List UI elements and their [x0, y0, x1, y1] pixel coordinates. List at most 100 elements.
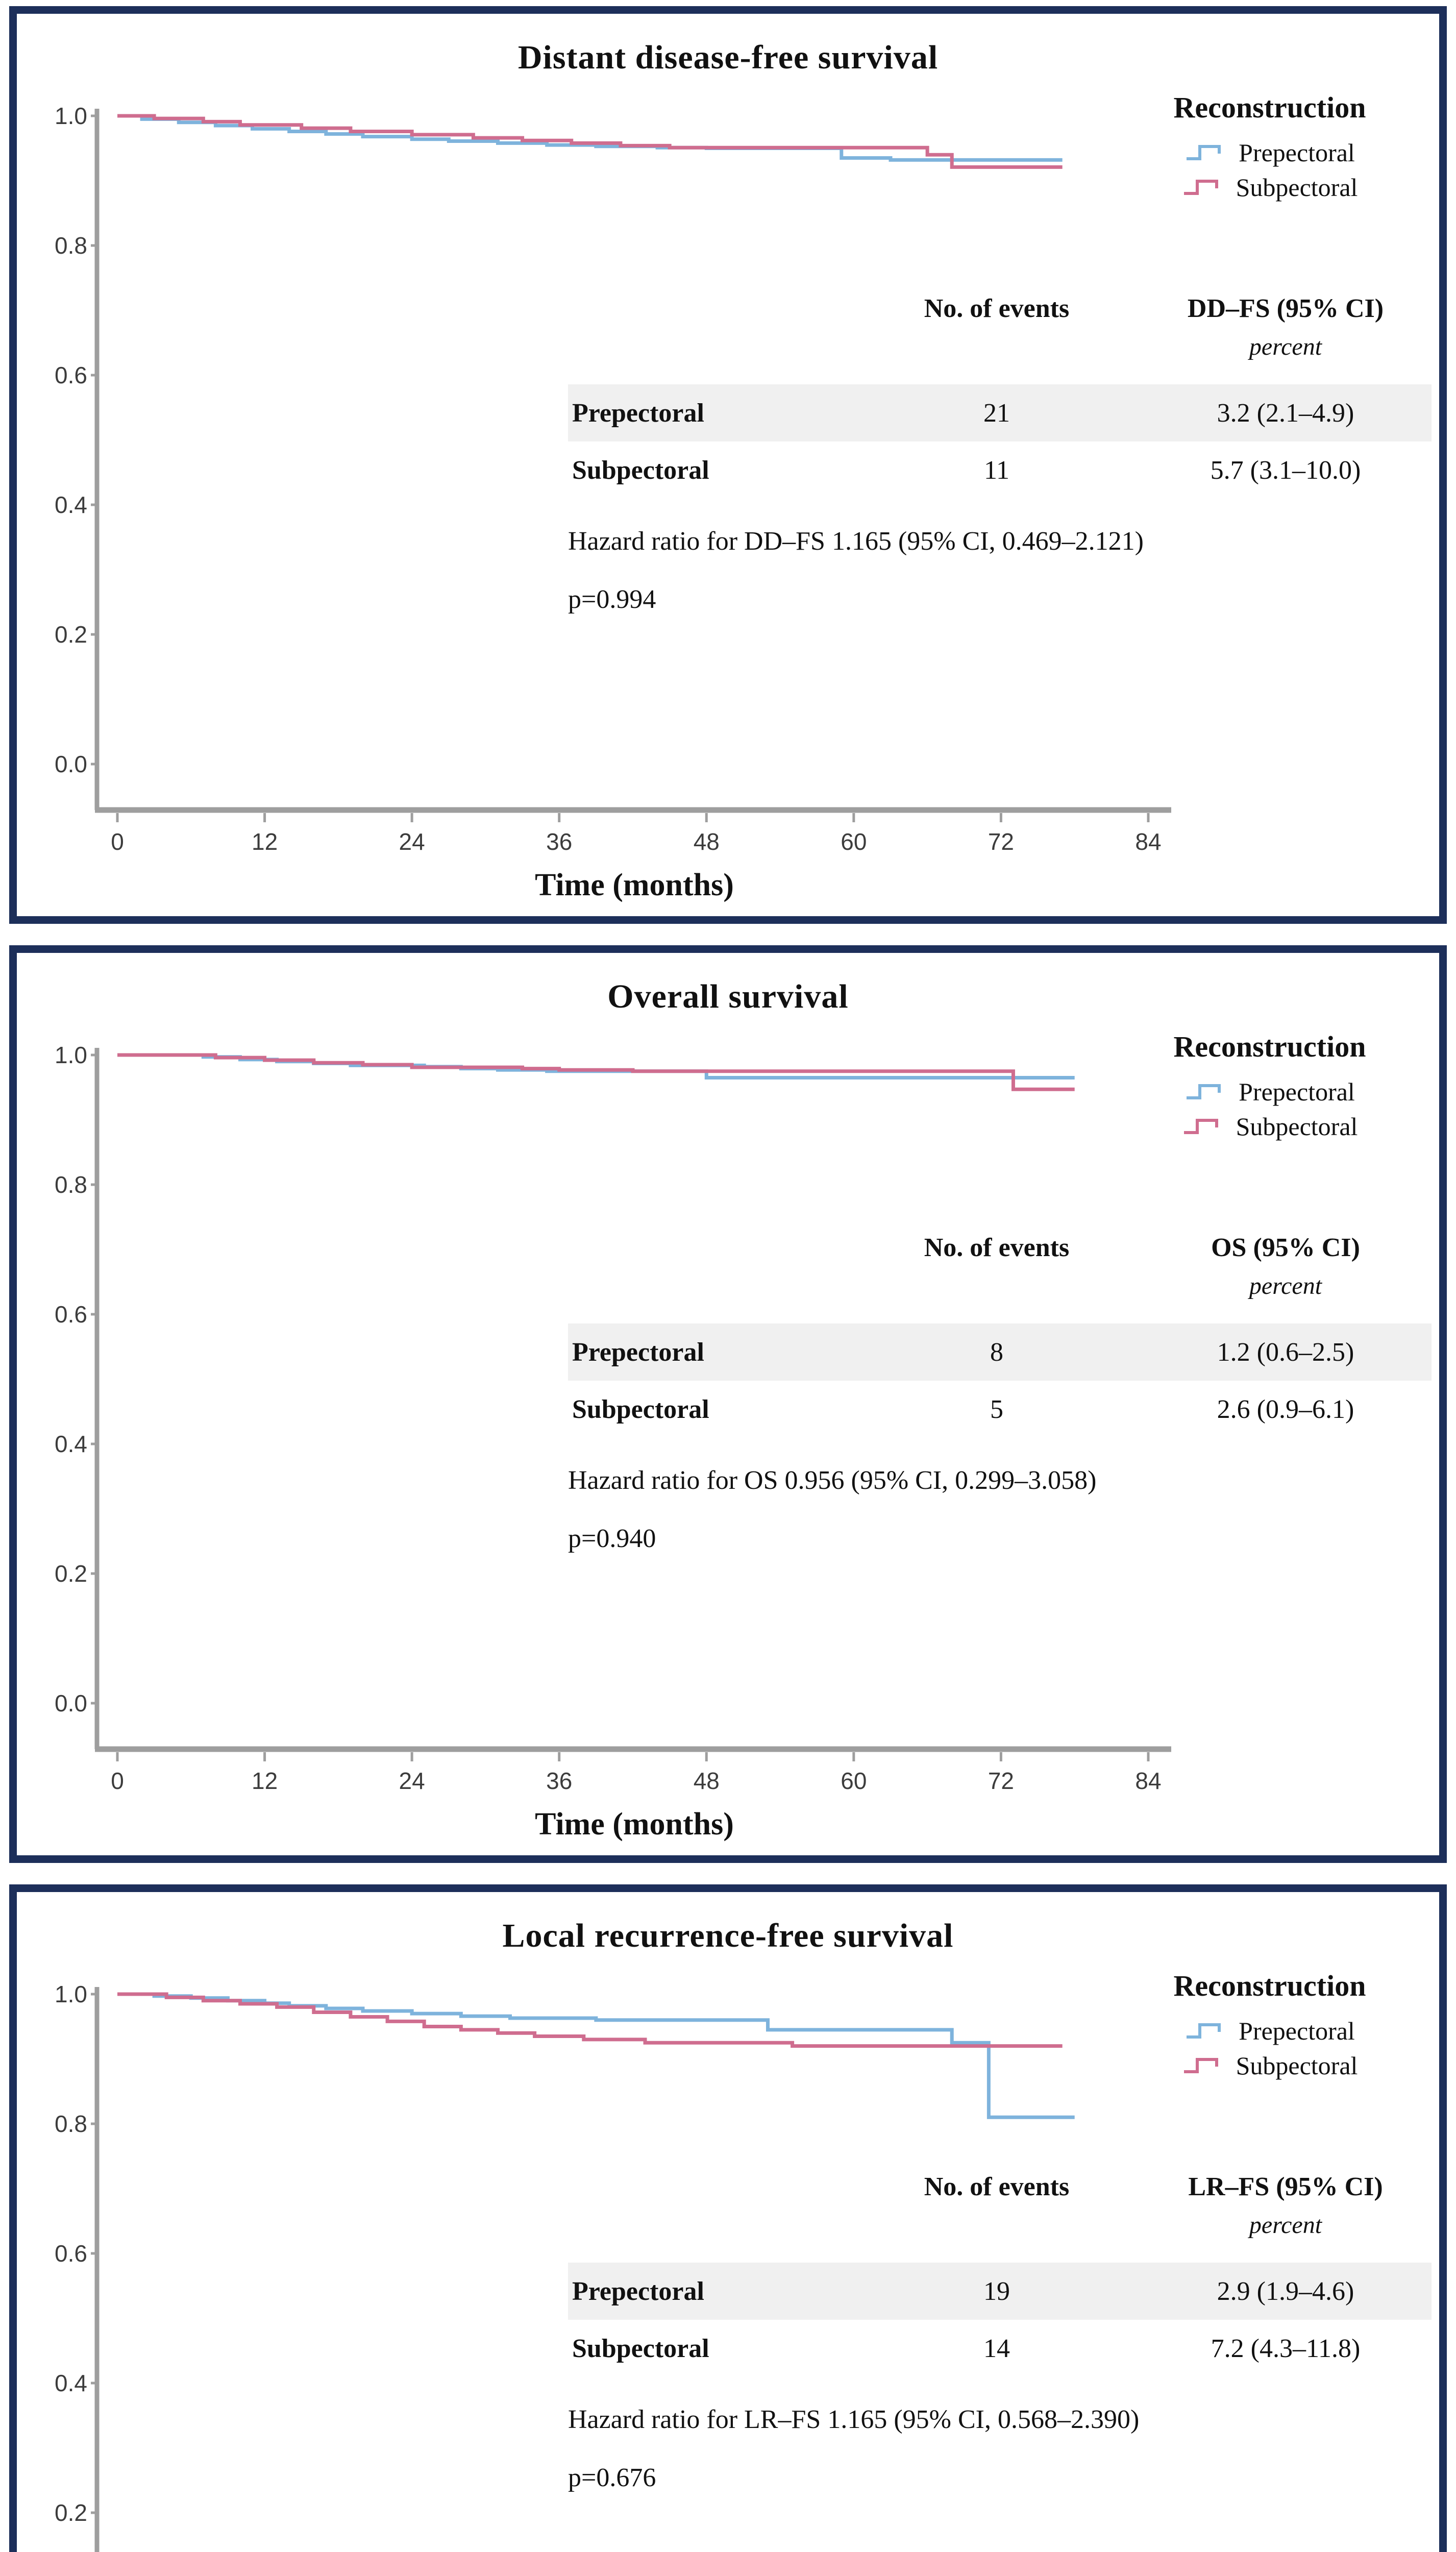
page-title: Local recurrence-free survival [502, 1917, 954, 1954]
col-header-events: No. of events [924, 294, 1070, 323]
legend: Reconstruction Prepectoral Subpectoral [1109, 1969, 1430, 2080]
step-line-icon [1187, 145, 1221, 160]
row-events: 21 [983, 398, 1010, 428]
row-label: Prepectoral [572, 398, 704, 428]
col-header-ci: LR–FS (95% CI) [1188, 2172, 1383, 2201]
legend-label: Subpectoral [1236, 2051, 1358, 2080]
row-label: Subpectoral [572, 2334, 709, 2363]
events-table: No. of events OS (95% CI) percent Prepec… [568, 1233, 1432, 1438]
svg-text:60: 60 [841, 828, 867, 855]
svg-text:24: 24 [399, 828, 425, 855]
svg-text:0.6: 0.6 [55, 2240, 87, 2267]
svg-text:0.4: 0.4 [55, 1431, 87, 1457]
step-line-icon [1183, 180, 1218, 195]
km-curve-subpectoral [117, 114, 1063, 169]
row-ci: 1.2 (0.6–2.5) [1217, 1337, 1354, 1367]
p-value-text: p=0.940 [568, 1524, 656, 1553]
table-subheader: percent [568, 1272, 1432, 1300]
km-curve-prepectoral [117, 114, 1063, 162]
table-row: Subpectoral 5 2.6 (0.9–6.1) [568, 1381, 1432, 1438]
legend-item-subpectoral: Subpectoral [1109, 1112, 1430, 1141]
row-ci: 2.9 (1.9–4.6) [1217, 2276, 1354, 2306]
svg-text:0.8: 0.8 [55, 232, 87, 259]
legend-title: Reconstruction [1173, 91, 1366, 124]
row-label: Prepectoral [572, 2276, 704, 2306]
p-value-text: p=0.676 [568, 2463, 656, 2492]
table-row: Subpectoral 11 5.7 (3.1–10.0) [568, 441, 1432, 499]
svg-text:0.8: 0.8 [55, 1171, 87, 1198]
step-line-icon [1187, 2023, 1221, 2039]
x-axis-label: Time (months) [535, 868, 734, 902]
col-subheader-percent: percent [1249, 333, 1322, 360]
svg-text:0.2: 0.2 [55, 621, 87, 648]
svg-text:1.0: 1.0 [55, 1042, 87, 1068]
page-title: Distant disease-free survival [517, 39, 939, 76]
svg-text:0.6: 0.6 [55, 1301, 87, 1328]
col-header-ci: DD–FS (95% CI) [1187, 294, 1384, 323]
legend-label: Prepectoral [1239, 2017, 1355, 2045]
step-line-icon [1183, 2058, 1218, 2073]
col-subheader-percent: percent [1249, 2212, 1322, 2239]
hazard-ratio-text: Hazard ratio for OS 0.956 (95% CI, 0.299… [568, 1466, 1097, 1495]
row-events: 5 [990, 1394, 1003, 1424]
col-header-events: No. of events [924, 1233, 1070, 1262]
svg-text:0: 0 [111, 828, 124, 855]
svg-text:0.0: 0.0 [55, 1690, 87, 1716]
row-events: 19 [983, 2276, 1010, 2306]
svg-text:12: 12 [252, 828, 278, 855]
svg-text:1.0: 1.0 [55, 1981, 87, 2007]
legend-label: Subpectoral [1236, 1112, 1358, 1141]
panel-distant-disease-free-survival: 1.0 0.8 0.6 0.4 0.2 0.0 0 12 24 36 48 60 72 84 Distan… [9, 6, 1447, 924]
legend: Reconstruction Prepectoral Subpectoral [1109, 90, 1430, 202]
table-header: No. of events LR–FS (95% CI) [568, 2172, 1432, 2202]
col-header-events: No. of events [924, 2172, 1070, 2201]
table-row: Prepectoral 8 1.2 (0.6–2.5) [568, 1323, 1432, 1381]
row-label: Prepectoral [572, 1337, 704, 1367]
legend-item-prepectoral: Prepectoral [1109, 2016, 1430, 2046]
svg-text:0.4: 0.4 [55, 2370, 87, 2396]
events-table: No. of events DD–FS (95% CI) percent Pre… [568, 293, 1432, 499]
row-events: 11 [983, 455, 1010, 485]
x-axis-label: Time (months) [535, 1807, 734, 1842]
hazard-ratio-text: Hazard ratio for LR–FS 1.165 (95% CI, 0.… [568, 2405, 1140, 2434]
km-curve-subpectoral [117, 1053, 1075, 1091]
legend-item-prepectoral: Prepectoral [1109, 1077, 1430, 1107]
svg-text:36: 36 [546, 828, 572, 855]
row-ci: 7.2 (4.3–11.8) [1211, 2334, 1361, 2363]
legend-title: Reconstruction [1173, 1030, 1366, 1063]
svg-text:1.0: 1.0 [55, 103, 87, 129]
table-subheader: percent [568, 333, 1432, 361]
step-line-icon [1183, 1119, 1218, 1134]
svg-text:0.6: 0.6 [55, 362, 87, 388]
page-title: Overall survival [607, 978, 849, 1015]
p-value-text: p=0.994 [568, 585, 656, 614]
svg-text:48: 48 [694, 1768, 720, 1794]
svg-text:60: 60 [841, 1768, 867, 1794]
km-chart-os: 1.0 0.8 0.6 0.4 0.2 0.0 0 12 24 36 48 60 72 84 [55, 1042, 1171, 1794]
svg-text:0.2: 0.2 [55, 1560, 87, 1587]
table-header: No. of events OS (95% CI) [568, 1233, 1432, 1263]
svg-text:84: 84 [1135, 1768, 1161, 1794]
legend-label: Prepectoral [1239, 1077, 1355, 1106]
legend: Reconstruction Prepectoral Subpectoral [1109, 1029, 1430, 1141]
legend-label: Prepectoral [1239, 138, 1355, 167]
legend-item-prepectoral: Prepectoral [1109, 138, 1430, 167]
legend-label: Subpectoral [1236, 173, 1358, 202]
table-subheader: percent [568, 2211, 1432, 2239]
svg-text:0.4: 0.4 [55, 492, 87, 518]
svg-text:0.2: 0.2 [55, 2499, 87, 2526]
svg-text:72: 72 [988, 828, 1014, 855]
row-ci: 5.7 (3.1–10.0) [1210, 455, 1361, 485]
legend-item-subpectoral: Subpectoral [1109, 173, 1430, 202]
row-ci: 2.6 (0.9–6.1) [1217, 1394, 1354, 1424]
table-row: Prepectoral 21 3.2 (2.1–4.9) [568, 384, 1432, 441]
svg-text:72: 72 [988, 1768, 1014, 1794]
hazard-ratio-text: Hazard ratio for DD–FS 1.165 (95% CI, 0.… [568, 527, 1144, 556]
km-chart-ddfs: 1.0 0.8 0.6 0.4 0.2 0.0 0 12 24 36 48 60 72 84 [55, 103, 1171, 855]
svg-text:0: 0 [111, 1768, 124, 1794]
table-row: Subpectoral 14 7.2 (4.3–11.8) [568, 2320, 1432, 2377]
svg-text:0.0: 0.0 [55, 751, 87, 777]
legend-item-subpectoral: Subpectoral [1109, 2051, 1430, 2080]
